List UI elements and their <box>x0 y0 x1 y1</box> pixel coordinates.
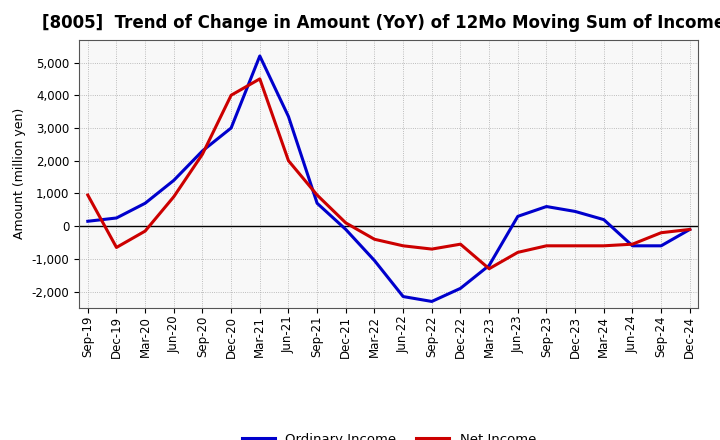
Ordinary Income <box>284 114 293 119</box>
Ordinary Income <box>685 227 694 232</box>
Ordinary Income <box>456 286 465 291</box>
Ordinary Income <box>600 217 608 222</box>
Net Income <box>485 266 493 271</box>
Net Income <box>628 242 636 247</box>
Net Income <box>456 242 465 247</box>
Net Income <box>571 243 580 249</box>
Ordinary Income <box>84 219 92 224</box>
Net Income <box>256 76 264 81</box>
Ordinary Income <box>312 201 321 206</box>
Net Income <box>141 228 150 234</box>
Net Income <box>370 237 379 242</box>
Y-axis label: Amount (million yen): Amount (million yen) <box>13 108 26 239</box>
Ordinary Income <box>542 204 551 209</box>
Net Income <box>84 192 92 198</box>
Net Income <box>513 250 522 255</box>
Ordinary Income <box>428 299 436 304</box>
Line: Ordinary Income: Ordinary Income <box>88 56 690 301</box>
Net Income <box>428 246 436 252</box>
Ordinary Income <box>399 294 408 299</box>
Ordinary Income <box>198 148 207 154</box>
Net Income <box>657 230 665 235</box>
Line: Net Income: Net Income <box>88 79 690 269</box>
Title: [8005]  Trend of Change in Amount (YoY) of 12Mo Moving Sum of Incomes: [8005] Trend of Change in Amount (YoY) o… <box>42 15 720 33</box>
Ordinary Income <box>628 243 636 249</box>
Net Income <box>169 194 178 199</box>
Legend: Ordinary Income, Net Income: Ordinary Income, Net Income <box>236 427 541 440</box>
Net Income <box>685 227 694 232</box>
Ordinary Income <box>169 178 178 183</box>
Ordinary Income <box>112 215 121 220</box>
Net Income <box>399 243 408 249</box>
Net Income <box>542 243 551 249</box>
Ordinary Income <box>513 214 522 219</box>
Net Income <box>312 192 321 198</box>
Ordinary Income <box>141 201 150 206</box>
Ordinary Income <box>571 209 580 214</box>
Ordinary Income <box>227 125 235 131</box>
Net Income <box>600 243 608 249</box>
Net Income <box>284 158 293 163</box>
Ordinary Income <box>485 263 493 268</box>
Ordinary Income <box>370 258 379 263</box>
Net Income <box>198 151 207 157</box>
Net Income <box>112 245 121 250</box>
Net Income <box>341 220 350 226</box>
Ordinary Income <box>341 227 350 232</box>
Ordinary Income <box>256 53 264 59</box>
Ordinary Income <box>657 243 665 249</box>
Net Income <box>227 92 235 98</box>
